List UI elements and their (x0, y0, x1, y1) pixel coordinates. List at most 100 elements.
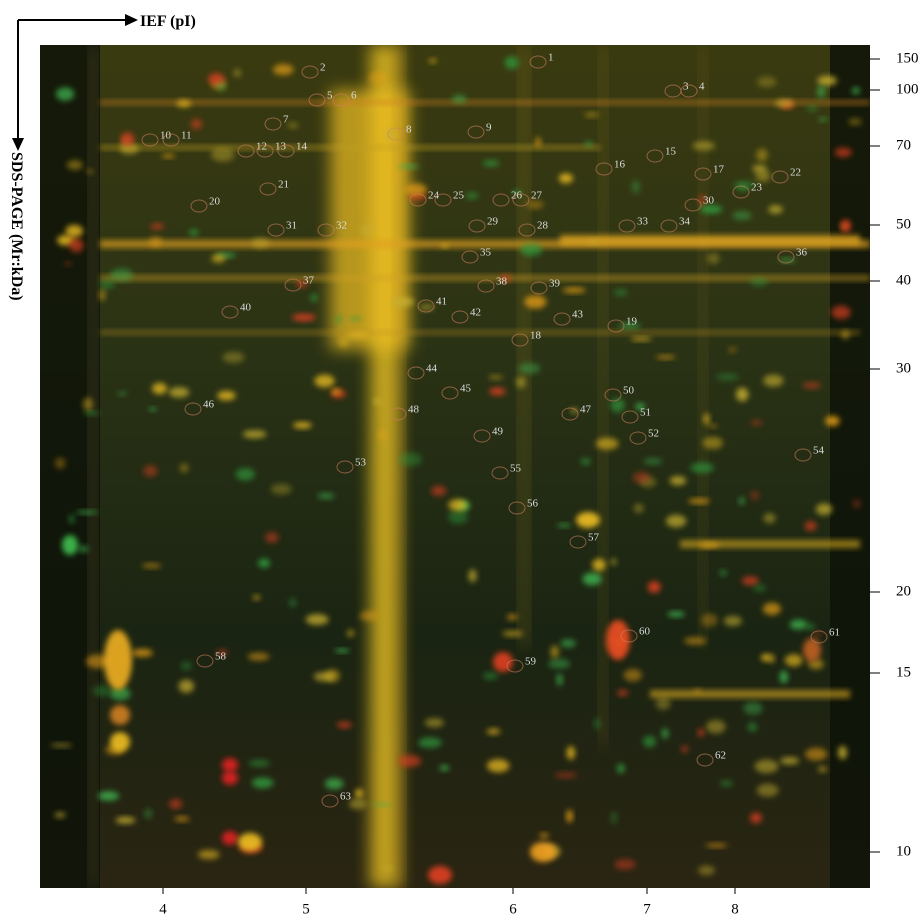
spot-blob (694, 688, 701, 693)
spot-blob (55, 458, 65, 469)
spot-blob (452, 95, 466, 103)
spot-blob (289, 598, 296, 608)
spot-blob (535, 137, 542, 147)
spot-blob (487, 759, 509, 772)
spot-blob (742, 576, 759, 585)
spot-blob (666, 515, 687, 528)
spot-label: 52 (648, 428, 659, 440)
spot-blob (550, 645, 559, 658)
spot-label: 42 (470, 307, 481, 319)
spot-blob (441, 244, 448, 248)
spot-blob (198, 850, 220, 860)
spot-label: 27 (531, 190, 543, 202)
spot-label: 22 (790, 167, 801, 179)
band (100, 100, 870, 105)
spot-label: 53 (355, 457, 367, 469)
spot-blob (383, 866, 394, 870)
spot-blob (644, 458, 662, 464)
spot-label: 51 (640, 407, 651, 419)
spot-blob (559, 173, 573, 183)
spot-blob (62, 535, 78, 555)
spot-blob (656, 355, 676, 359)
spot-blob (104, 630, 132, 690)
spot-blob (633, 472, 651, 483)
spot-blob (252, 238, 269, 248)
spot-blob (144, 808, 152, 819)
spot-blob (483, 672, 498, 680)
spot-blob (162, 154, 175, 158)
spot-blob (806, 623, 815, 631)
spot-label: 57 (588, 532, 600, 544)
spot-label: 12 (256, 141, 267, 153)
spot-blob (238, 833, 262, 851)
spot-blob (191, 119, 202, 129)
spot-blob (152, 383, 167, 395)
spot-blob (50, 743, 72, 747)
spot-blob (688, 499, 710, 504)
spot-blob (751, 420, 763, 426)
spot-blob (306, 614, 329, 625)
spot-label: 37 (303, 275, 315, 287)
spot-blob (374, 398, 381, 404)
spot-blob (99, 289, 106, 301)
spot-label: 54 (813, 445, 825, 457)
spot-blob (110, 705, 130, 725)
spot-blob (583, 572, 602, 585)
spot-blob (468, 569, 476, 582)
spot-label: 38 (496, 276, 508, 288)
spot-label: 4 (699, 81, 705, 93)
spot-blob (617, 689, 628, 696)
spot-blob (349, 798, 366, 809)
spot-blob (737, 184, 748, 191)
spot-blob (719, 570, 727, 576)
spot-label: 6 (351, 90, 357, 102)
spot-blob (838, 746, 847, 760)
spot-blob (179, 679, 195, 692)
spot-blob (555, 772, 578, 778)
spot-blob (581, 458, 591, 465)
spot-blob (750, 278, 768, 286)
y-tick-label: 30 (896, 360, 911, 376)
spot-blob (707, 253, 720, 264)
spot-blob (716, 373, 738, 381)
spot-blob (790, 620, 808, 630)
spot-blob (807, 106, 817, 112)
spot-label: 46 (203, 399, 215, 411)
spot-blob (465, 192, 478, 199)
spot-label: 31 (286, 220, 297, 232)
spot-blob (448, 510, 468, 523)
spot-label: 11 (181, 130, 192, 142)
spot-blob (684, 637, 707, 645)
spot-blob (753, 584, 766, 591)
spot-blob (831, 306, 850, 319)
spot-blob (841, 330, 850, 339)
spot-blob (748, 722, 758, 732)
spot-blob (724, 616, 742, 626)
spot-blob (149, 407, 156, 411)
spot-blob (634, 504, 644, 513)
spot-blob (520, 244, 542, 256)
spot-blob (399, 453, 422, 467)
spot-blob (211, 254, 225, 262)
x-tick-label: 4 (159, 901, 167, 917)
spot-blob (331, 389, 340, 395)
spot-label: 58 (215, 651, 227, 663)
spot-label: 15 (665, 146, 677, 158)
spot-label: 60 (639, 626, 651, 638)
spot-label: 18 (530, 330, 542, 342)
spot-blob (656, 697, 671, 710)
y-tick-label: 100 (896, 81, 919, 97)
spot-blob (222, 831, 238, 845)
spot-blob (379, 429, 387, 441)
spot-blob (816, 503, 833, 515)
spot-blob (530, 842, 556, 862)
spot-blob (763, 375, 783, 387)
spot-blob (99, 280, 115, 289)
spot-label: 16 (614, 159, 626, 171)
spot-blob (817, 85, 825, 98)
spot-blob (253, 595, 261, 600)
spot-blob (179, 463, 188, 472)
spot-blob (265, 532, 279, 543)
spot-blob (698, 865, 715, 875)
spot-label: 32 (336, 220, 347, 232)
